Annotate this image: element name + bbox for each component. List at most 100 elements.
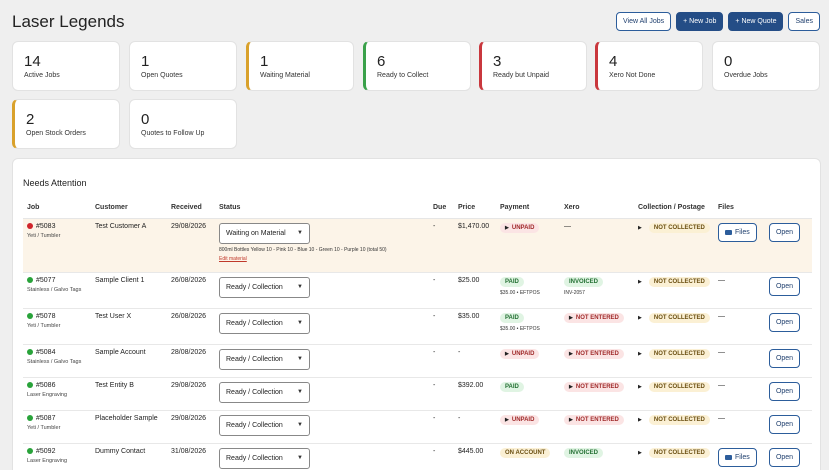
collection-toggle[interactable]: ▶ NOT COLLECTED — [638, 447, 710, 458]
stat-card-ready-to-collect[interactable]: 6 Ready to Collect — [363, 41, 471, 91]
xero-badge[interactable]: ▶ NOT ENTERED — [564, 312, 624, 323]
xero-badge[interactable]: ▶ NOT ENTERED — [564, 381, 624, 392]
stat-card-open-quotes[interactable]: 1 Open Quotes — [129, 41, 237, 91]
files-button[interactable]: Files — [718, 222, 757, 242]
payment-badge[interactable]: ▶ UNPAID — [500, 414, 540, 425]
collection-badge: NOT COLLECTED — [648, 276, 710, 287]
stat-card-ready-but-unpaid[interactable]: 3 Ready but Unpaid — [479, 41, 587, 91]
stat-label: Open Quotes — [141, 72, 183, 79]
column-header: Price — [454, 198, 496, 219]
top-actions: View All Jobs + New Job + New Quote Sale… — [616, 12, 820, 31]
payment-badge[interactable]: PAID — [500, 312, 524, 323]
job-number[interactable]: #5077 — [27, 277, 87, 284]
collection-toggle[interactable]: ▶ NOT COLLECTED — [638, 276, 710, 287]
stat-card-overdue-jobs[interactable]: 0 Overdue Jobs — [712, 41, 820, 91]
collection-toggle[interactable]: ▶ NOT COLLECTED — [638, 312, 710, 323]
xero-badge[interactable]: ▶ NOT ENTERED — [564, 414, 624, 425]
payment-badge[interactable]: ▶ UNPAID — [500, 348, 540, 359]
folder-icon — [725, 454, 732, 460]
stat-label: Xero Not Done — [609, 72, 656, 79]
collection-toggle[interactable]: ▶ NOT COLLECTED — [638, 222, 710, 233]
open-button[interactable]: Open — [769, 447, 800, 467]
payment-badge[interactable]: PAID — [500, 381, 524, 392]
open-button[interactable]: Open — [769, 414, 800, 434]
caret-right-icon: ▶ — [569, 383, 573, 390]
collection-badge: NOT COLLECTED — [648, 447, 710, 458]
job-number[interactable]: #5087 — [27, 415, 87, 422]
received-cell: 28/08/2026 — [167, 344, 215, 378]
stat-card-active-jobs[interactable]: 14 Active Jobs — [12, 41, 120, 91]
job-type: Yeti / Tumbler — [27, 322, 61, 329]
received-cell: 29/08/2026 — [167, 218, 215, 273]
stat-number: 14 — [24, 53, 41, 70]
new-quote-button[interactable]: + New Quote — [728, 12, 784, 31]
payment-badge[interactable]: ▶ UNPAID — [500, 222, 540, 233]
stat-card-waiting-material[interactable]: 1 Waiting Material — [246, 41, 354, 91]
stat-label: Ready to Collect — [377, 72, 429, 79]
stat-card-quotes-to-follow-up[interactable]: 0 Quotes to Follow Up — [129, 99, 237, 149]
job-type: Yeti / Tumbler — [27, 424, 61, 431]
edit-material-link[interactable]: Edit material — [219, 255, 247, 262]
payment-badge[interactable]: ON ACCOUNT — [500, 447, 551, 458]
open-button[interactable]: Open — [769, 276, 800, 296]
new-job-button[interactable]: + New Job — [676, 12, 724, 31]
view-all-jobs-button[interactable]: View All Jobs — [616, 12, 672, 31]
status-select[interactable]: Ready / Collection ▼ — [219, 276, 310, 298]
price-cell: $35.00 — [454, 308, 496, 345]
files-button[interactable]: Files — [718, 447, 757, 467]
files-cell: — — [714, 377, 765, 411]
status-select[interactable]: Ready / Collection ▼ — [219, 381, 310, 403]
column-header: Files — [714, 198, 765, 219]
open-button[interactable]: Open — [769, 222, 800, 242]
xero-badge[interactable]: INVOICED — [564, 276, 604, 287]
collection-toggle[interactable]: ▶ NOT COLLECTED — [638, 381, 710, 392]
status-select[interactable]: Ready / Collection ▼ — [219, 312, 310, 334]
column-header: Job — [23, 198, 91, 219]
collection-badge: NOT COLLECTED — [648, 414, 710, 425]
caret-right-icon: ▶ — [569, 350, 573, 357]
open-button[interactable]: Open — [769, 381, 800, 401]
price-cell: $25.00 — [454, 272, 496, 309]
payment-badge[interactable]: PAID — [500, 276, 524, 287]
collection-toggle[interactable]: ▶ NOT COLLECTED — [638, 414, 710, 425]
status-select[interactable]: Ready / Collection ▼ — [219, 447, 310, 469]
open-button[interactable]: Open — [769, 348, 800, 368]
invoice-number: INV-2057 — [564, 289, 585, 296]
caret-right-icon: ▶ — [505, 224, 509, 231]
collection-toggle[interactable]: ▶ NOT COLLECTED — [638, 348, 710, 359]
customer-cell: Placeholder Sample — [91, 410, 167, 444]
job-number[interactable]: #5078 — [27, 313, 87, 320]
received-cell: 29/08/2026 — [167, 377, 215, 411]
job-number[interactable]: #5083 — [27, 223, 87, 230]
xero-badge[interactable]: INVOICED — [564, 447, 604, 458]
caret-right-icon: ▶ — [638, 449, 642, 456]
stat-card-xero-not-done[interactable]: 4 Xero Not Done — [595, 41, 703, 91]
open-button[interactable]: Open — [769, 312, 800, 332]
xero-cell: — — [560, 218, 634, 273]
xero-badge[interactable]: ▶ NOT ENTERED — [564, 348, 624, 359]
caret-right-icon: ▶ — [638, 314, 642, 321]
stat-label: Ready but Unpaid — [493, 72, 550, 79]
price-cell: - — [454, 344, 496, 378]
status-select[interactable]: Waiting on Material ▼ — [219, 222, 310, 244]
due-cell: - — [429, 218, 454, 273]
chevron-down-icon: ▼ — [297, 356, 303, 362]
topbar: Laser Legends View All Jobs + New Job + … — [0, 0, 829, 40]
job-number[interactable]: #5086 — [27, 382, 87, 389]
files-cell: — — [714, 308, 765, 345]
caret-right-icon: ▶ — [505, 416, 509, 423]
job-number[interactable]: #5084 — [27, 349, 87, 356]
status-select[interactable]: Ready / Collection ▼ — [219, 414, 310, 436]
needs-attention-panel: Needs Attention Job Customer Received St… — [12, 158, 821, 470]
stat-card-open-stock-orders[interactable]: 2 Open Stock Orders — [12, 99, 120, 149]
caret-right-icon: ▶ — [638, 416, 642, 423]
caret-right-icon: ▶ — [638, 383, 642, 390]
sales-button[interactable]: Sales — [788, 12, 820, 31]
stat-label: Waiting Material — [260, 72, 310, 79]
status-select[interactable]: Ready / Collection ▼ — [219, 348, 310, 370]
table-row: #5087 Yeti / Tumbler Placeholder Sample 2… — [23, 410, 812, 444]
job-number[interactable]: #5092 — [27, 448, 87, 455]
chevron-down-icon: ▼ — [297, 422, 303, 428]
stat-label: Active Jobs — [24, 72, 60, 79]
stat-label: Quotes to Follow Up — [141, 130, 205, 137]
